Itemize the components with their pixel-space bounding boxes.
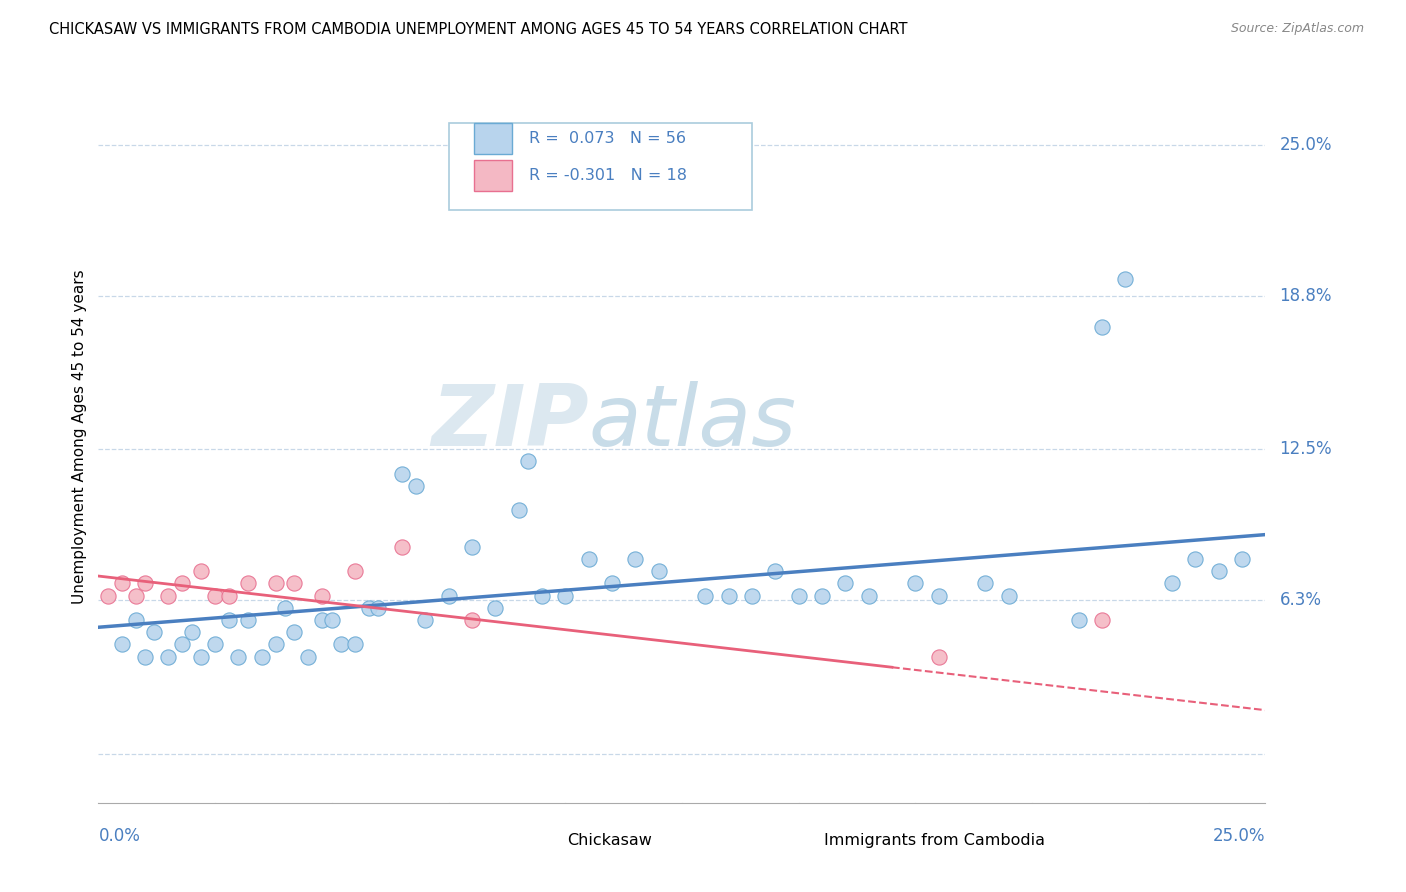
Point xyxy=(283,576,305,591)
Point xyxy=(321,613,343,627)
Point xyxy=(1161,576,1184,591)
Point xyxy=(508,503,530,517)
Text: 0.0%: 0.0% xyxy=(98,827,141,846)
Point xyxy=(600,576,623,591)
Point xyxy=(218,613,240,627)
Point xyxy=(928,649,950,664)
Point xyxy=(530,589,553,603)
Point xyxy=(228,649,250,664)
Point xyxy=(157,649,180,664)
Point xyxy=(904,576,927,591)
Point xyxy=(134,576,156,591)
Point xyxy=(274,600,297,615)
Point xyxy=(311,613,333,627)
Point xyxy=(297,649,319,664)
Point xyxy=(1067,613,1090,627)
Point xyxy=(811,589,834,603)
Point xyxy=(484,600,506,615)
Point xyxy=(204,589,226,603)
Point xyxy=(190,649,212,664)
Point xyxy=(1091,613,1114,627)
Point xyxy=(1114,271,1136,285)
Point xyxy=(578,552,600,566)
Point xyxy=(834,576,856,591)
Point xyxy=(172,637,194,651)
Point xyxy=(218,589,240,603)
Point xyxy=(405,479,427,493)
Point xyxy=(516,454,538,468)
Point xyxy=(204,637,226,651)
Point xyxy=(236,613,259,627)
Point xyxy=(250,649,273,664)
Point xyxy=(236,576,259,591)
Point xyxy=(1091,320,1114,334)
Point xyxy=(264,637,287,651)
Point xyxy=(624,552,647,566)
Point xyxy=(413,613,436,627)
Text: Source: ZipAtlas.com: Source: ZipAtlas.com xyxy=(1230,22,1364,36)
Point xyxy=(111,637,134,651)
Point xyxy=(344,637,367,651)
Point xyxy=(344,564,367,578)
FancyBboxPatch shape xyxy=(449,122,752,211)
Point xyxy=(367,600,389,615)
FancyBboxPatch shape xyxy=(474,123,512,154)
Point xyxy=(125,589,148,603)
Point xyxy=(647,564,669,578)
Point xyxy=(97,589,120,603)
FancyBboxPatch shape xyxy=(519,825,555,853)
FancyBboxPatch shape xyxy=(474,160,512,191)
Point xyxy=(180,625,202,640)
Text: R = -0.301   N = 18: R = -0.301 N = 18 xyxy=(529,168,688,183)
Point xyxy=(359,600,381,615)
Text: ZIP: ZIP xyxy=(430,381,589,464)
Point xyxy=(997,589,1019,603)
Point xyxy=(157,589,180,603)
Point xyxy=(172,576,194,591)
Point xyxy=(1208,564,1230,578)
Point xyxy=(787,589,810,603)
Y-axis label: Unemployment Among Ages 45 to 54 years: Unemployment Among Ages 45 to 54 years xyxy=(72,269,87,605)
Text: 12.5%: 12.5% xyxy=(1279,441,1331,458)
Point xyxy=(741,589,763,603)
Point xyxy=(461,540,484,554)
Point xyxy=(858,589,880,603)
Point xyxy=(111,576,134,591)
Text: 25.0%: 25.0% xyxy=(1213,827,1265,846)
Point xyxy=(264,576,287,591)
Point xyxy=(283,625,305,640)
Text: atlas: atlas xyxy=(589,381,797,464)
Point xyxy=(461,613,484,627)
Text: CHICKASAW VS IMMIGRANTS FROM CAMBODIA UNEMPLOYMENT AMONG AGES 45 TO 54 YEARS COR: CHICKASAW VS IMMIGRANTS FROM CAMBODIA UN… xyxy=(49,22,908,37)
Text: Chickasaw: Chickasaw xyxy=(568,833,652,848)
Point xyxy=(190,564,212,578)
Text: R =  0.073   N = 56: R = 0.073 N = 56 xyxy=(529,131,686,146)
Point xyxy=(1184,552,1206,566)
Point xyxy=(1230,552,1253,566)
Point xyxy=(763,564,786,578)
FancyBboxPatch shape xyxy=(775,825,813,853)
Point xyxy=(391,467,413,481)
Point xyxy=(695,589,717,603)
Point xyxy=(974,576,997,591)
Point xyxy=(143,625,166,640)
Text: Immigrants from Cambodia: Immigrants from Cambodia xyxy=(824,833,1045,848)
Point xyxy=(330,637,353,651)
Point xyxy=(437,589,460,603)
Text: 6.3%: 6.3% xyxy=(1279,591,1322,609)
Text: 25.0%: 25.0% xyxy=(1279,136,1331,153)
Point xyxy=(125,613,148,627)
Point xyxy=(311,589,333,603)
Point xyxy=(717,589,740,603)
Point xyxy=(134,649,156,664)
Text: 18.8%: 18.8% xyxy=(1279,286,1331,305)
Point xyxy=(391,540,413,554)
Point xyxy=(928,589,950,603)
Point xyxy=(554,589,576,603)
